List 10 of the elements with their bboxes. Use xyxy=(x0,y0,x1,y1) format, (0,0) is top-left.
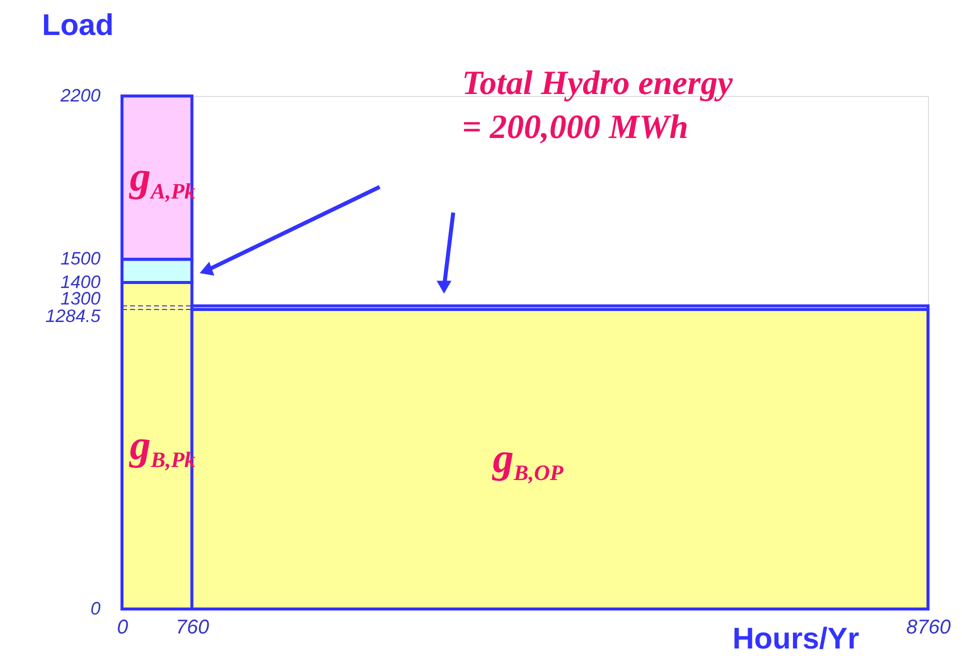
annotation: Total Hydro energy = 200,000 MWh xyxy=(462,65,734,146)
y-tick-label: 2200 xyxy=(59,86,100,106)
x-tick-label: 760 xyxy=(176,616,210,638)
y-tick-label: 0 xyxy=(90,598,100,618)
y-tick-label: 1500 xyxy=(60,248,100,269)
y-axis-title: Load xyxy=(42,9,114,42)
y-tick-label: 1284.5 xyxy=(45,306,102,326)
x-tick-label: 8760 xyxy=(906,616,951,638)
x-tick-label: 0 xyxy=(116,616,128,638)
x-axis-title: Hours/Yr xyxy=(732,622,860,656)
